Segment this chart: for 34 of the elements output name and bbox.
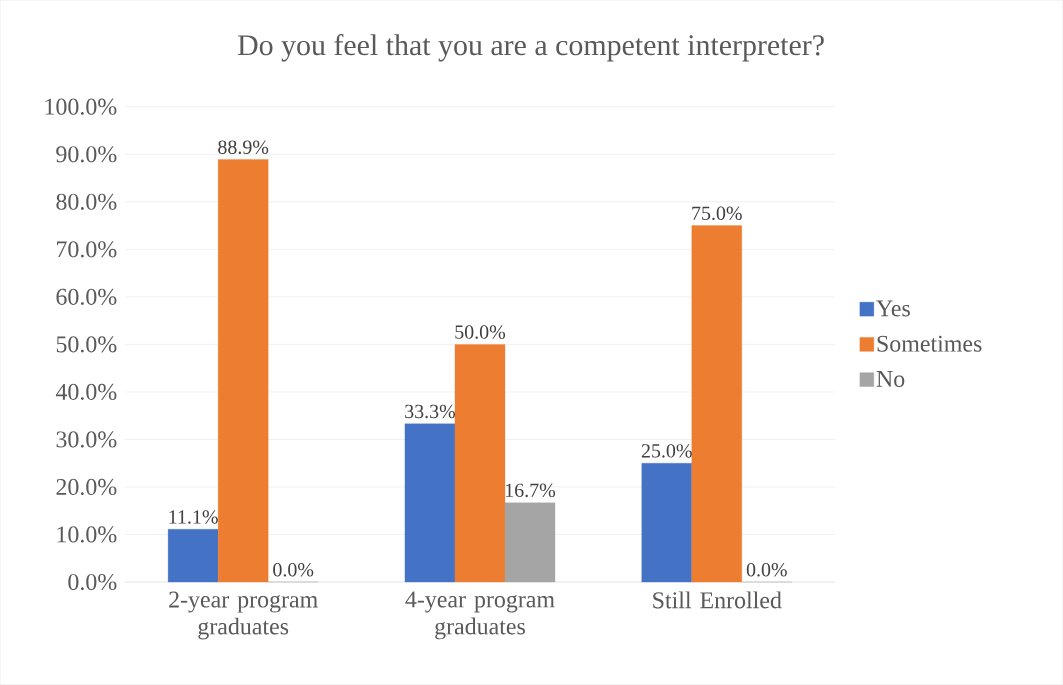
data-label: 16.7%	[506, 483, 556, 498]
y-tick-label: 100.0%	[45, 98, 117, 115]
legend-label: No	[876, 371, 905, 388]
x-tick-label: 4-year program graduates	[405, 591, 555, 640]
y-tick-label: 80.0%	[56, 193, 117, 211]
x-tick-label: 2-year program graduates	[169, 591, 318, 640]
data-label: 50.0%	[455, 325, 506, 339]
y-tick-label: 30.0%	[56, 431, 117, 448]
x-tick-label: Still Enrolled	[653, 591, 782, 609]
bar	[504, 502, 556, 583]
data-label: 0.0%	[273, 563, 314, 577]
y-tick-label: 60.0%	[56, 288, 117, 306]
data-label: 88.9%	[218, 140, 269, 155]
data-label: 25.0%	[641, 444, 692, 458]
bar	[218, 159, 269, 583]
y-tick-label: 20.0%	[56, 478, 117, 496]
y-tick-label: 40.0%	[55, 383, 117, 401]
legend-label: Sometimes	[877, 335, 982, 352]
data-label: 11.1%	[169, 510, 218, 524]
data-label: 33.3%	[405, 404, 456, 419]
bar	[454, 344, 506, 583]
bar	[167, 529, 219, 583]
y-tick-label: 50.0%	[56, 336, 117, 353]
data-label: 0.0%	[746, 563, 787, 577]
bar	[641, 463, 692, 583]
legend-label: Yes	[876, 300, 910, 317]
bar	[691, 225, 742, 583]
chart-title: Do you feel that you are a competent interpreter?	[237, 34, 824, 62]
y-tick-label: 0.0%	[68, 574, 117, 591]
y-tick-label: 10.0%	[57, 526, 117, 543]
bar	[404, 423, 456, 583]
y-tick-label: 70.0%	[57, 241, 117, 258]
data-label: 75.0%	[692, 206, 742, 221]
y-tick-label: 90.0%	[56, 146, 117, 163]
